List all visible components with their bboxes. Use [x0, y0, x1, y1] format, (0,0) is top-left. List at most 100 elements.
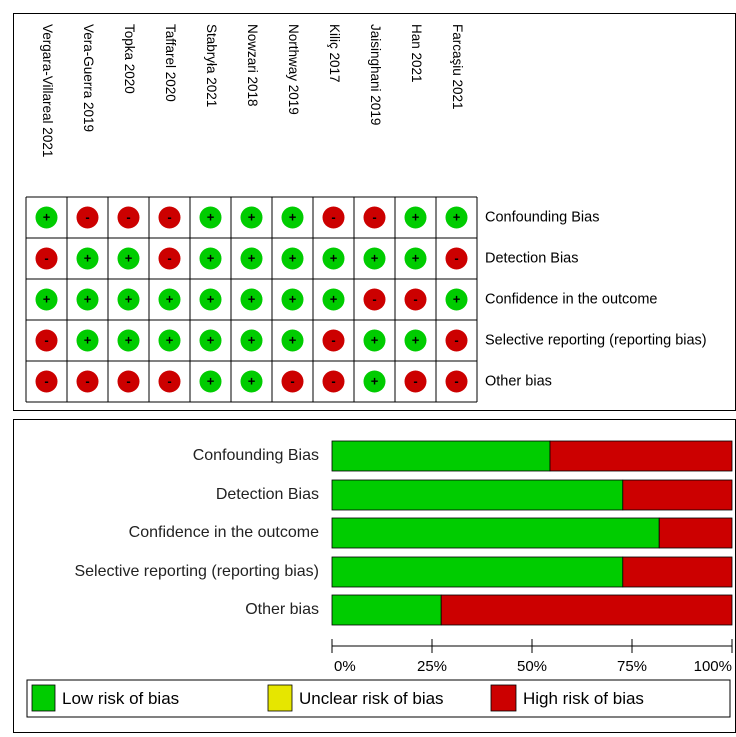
low-risk-dot	[281, 288, 304, 311]
high-risk-dot	[35, 247, 58, 270]
category-label: Confidence in the outcome	[129, 524, 319, 541]
risk-symbol: -	[331, 332, 335, 347]
risk-symbol: -	[126, 373, 130, 388]
study-label: Stabryła 2021	[204, 24, 219, 107]
risk-symbol: +	[371, 250, 379, 265]
high-risk-dot	[445, 370, 468, 393]
risk-symbol: +	[84, 250, 92, 265]
low-risk-dot	[363, 247, 386, 270]
category-label: Detection Bias	[216, 486, 319, 503]
bar-segment	[549, 440, 733, 472]
legend-label: Low risk of bias	[62, 689, 179, 708]
study-label: Farcaşiu 2021	[450, 24, 465, 110]
low-risk-dot	[281, 329, 304, 352]
study-label: Han 2021	[409, 24, 424, 83]
legend-swatch	[31, 684, 56, 712]
low-risk-dot	[281, 206, 304, 229]
high-risk-dot	[281, 370, 304, 393]
legend-label: High risk of bias	[523, 689, 644, 708]
high-risk-dot	[158, 247, 181, 270]
risk-symbol: +	[289, 291, 297, 306]
low-risk-dot	[445, 288, 468, 311]
legend-swatch	[490, 684, 517, 712]
low-risk-dot	[199, 247, 222, 270]
low-risk-dot	[199, 288, 222, 311]
study-label: Northway 2019	[286, 24, 301, 115]
risk-symbol: -	[331, 373, 335, 388]
risk-symbol: +	[248, 291, 256, 306]
low-risk-dot	[158, 329, 181, 352]
bar-segment	[622, 556, 733, 588]
risk-symbol: -	[44, 332, 48, 347]
high-risk-dot	[76, 370, 99, 393]
high-risk-dot	[404, 288, 427, 311]
high-risk-dot	[158, 370, 181, 393]
summary-figure: Vergara-Villareal 2021 Vera-Guerra 2019 To…	[25, 24, 707, 403]
low-risk-dot	[404, 206, 427, 229]
study-label: Taffarel 2020	[163, 24, 178, 102]
x-tick-label: 75%	[617, 658, 647, 675]
bar-segment	[658, 517, 733, 549]
high-risk-dot	[322, 370, 345, 393]
domain-label: Detection Bias	[485, 250, 579, 266]
legend-swatch	[267, 684, 293, 712]
low-risk-dot	[404, 247, 427, 270]
risk-symbol: -	[44, 373, 48, 388]
low-risk-dot	[76, 288, 99, 311]
risk-symbol: +	[207, 373, 215, 388]
risk-of-bias-graph: Confounding Bias Detection Bias Confidence…	[13, 419, 736, 733]
domain-label: Confounding Bias	[485, 209, 599, 225]
risk-symbol: +	[43, 209, 51, 224]
category-label: Selective reporting (reporting bias)	[74, 563, 319, 580]
risk-symbol: +	[248, 250, 256, 265]
low-risk-dot	[445, 206, 468, 229]
risk-symbol: +	[166, 332, 174, 347]
risk-symbol: +	[166, 291, 174, 306]
low-risk-dot	[76, 247, 99, 270]
study-label: Vera-Guerra 2019	[81, 24, 96, 132]
x-tick-label: 25%	[417, 658, 447, 675]
x-tick-label: 100%	[694, 658, 732, 675]
study-label: Jaisinghani 2019	[368, 24, 383, 125]
low-risk-dot	[281, 247, 304, 270]
risk-symbol: -	[44, 250, 48, 265]
high-risk-dot	[117, 370, 140, 393]
risk-symbol: +	[371, 332, 379, 347]
study-label: Vergara-Villareal 2021	[40, 24, 55, 157]
bar-segment	[440, 594, 733, 626]
category-label: Other bias	[245, 601, 319, 618]
low-risk-dot	[199, 329, 222, 352]
study-label: Nowzari 2018	[245, 24, 260, 107]
risk-symbol: +	[371, 373, 379, 388]
risk-symbol: +	[248, 332, 256, 347]
domain-label: Confidence in the outcome	[485, 291, 658, 307]
risk-symbol: +	[125, 250, 133, 265]
high-risk-dot	[322, 206, 345, 229]
risk-symbol: -	[372, 291, 376, 306]
low-risk-dot	[117, 247, 140, 270]
risk-symbol: +	[453, 209, 461, 224]
high-risk-dot	[363, 206, 386, 229]
risk-symbol: +	[412, 209, 420, 224]
risk-symbol: +	[207, 209, 215, 224]
x-tick-label: 50%	[517, 658, 547, 675]
risk-symbol: +	[248, 373, 256, 388]
risk-symbol: -	[454, 250, 458, 265]
risk-symbol: +	[453, 291, 461, 306]
high-risk-dot	[76, 206, 99, 229]
bar-segment	[331, 594, 442, 626]
risk-symbol: -	[454, 332, 458, 347]
high-risk-dot	[363, 288, 386, 311]
bar-segment	[331, 440, 551, 472]
low-risk-dot	[76, 329, 99, 352]
legend-label: Unclear risk of bias	[299, 689, 444, 708]
risk-of-bias-summary: Vergara-Villareal 2021 Vera-Guerra 2019 To…	[13, 13, 736, 411]
low-risk-dot	[240, 370, 263, 393]
risk-symbol: +	[412, 250, 420, 265]
risk-symbol: +	[84, 332, 92, 347]
low-risk-dot	[322, 247, 345, 270]
risk-symbol: +	[330, 291, 338, 306]
risk-symbol: +	[43, 291, 51, 306]
low-risk-dot	[363, 329, 386, 352]
bar-segment	[331, 517, 660, 549]
